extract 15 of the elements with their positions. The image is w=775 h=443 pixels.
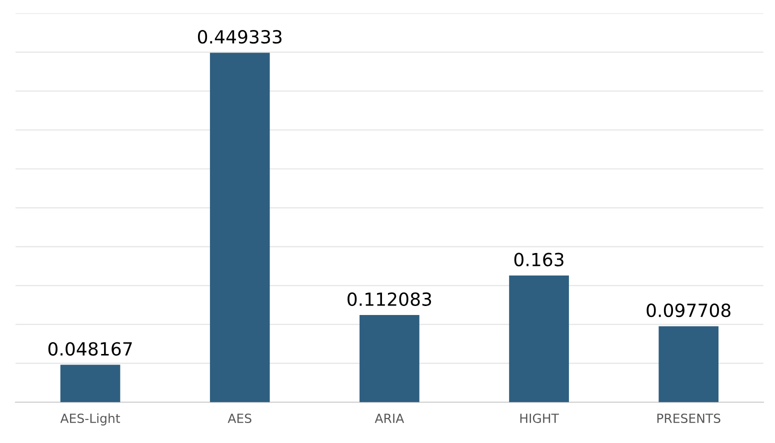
x-tick-label: AES [228,414,252,424]
bar [210,52,270,402]
x-tick-label: HIGHT [520,414,559,424]
data-label: 0.097708 [646,304,730,318]
data-label: 0.048167 [48,342,132,356]
bar [509,275,569,402]
data-label: 0.449333 [198,30,282,44]
x-tick-label: AES-Light [60,413,120,426]
x-tick-label: PRESENTS [657,414,720,424]
data-label: 0.112083 [348,292,432,306]
bar [360,315,420,402]
bar [60,364,120,402]
data-label: 0.163 [514,252,564,266]
x-tick-label: ARIA [374,414,404,423]
bar [658,326,719,402]
